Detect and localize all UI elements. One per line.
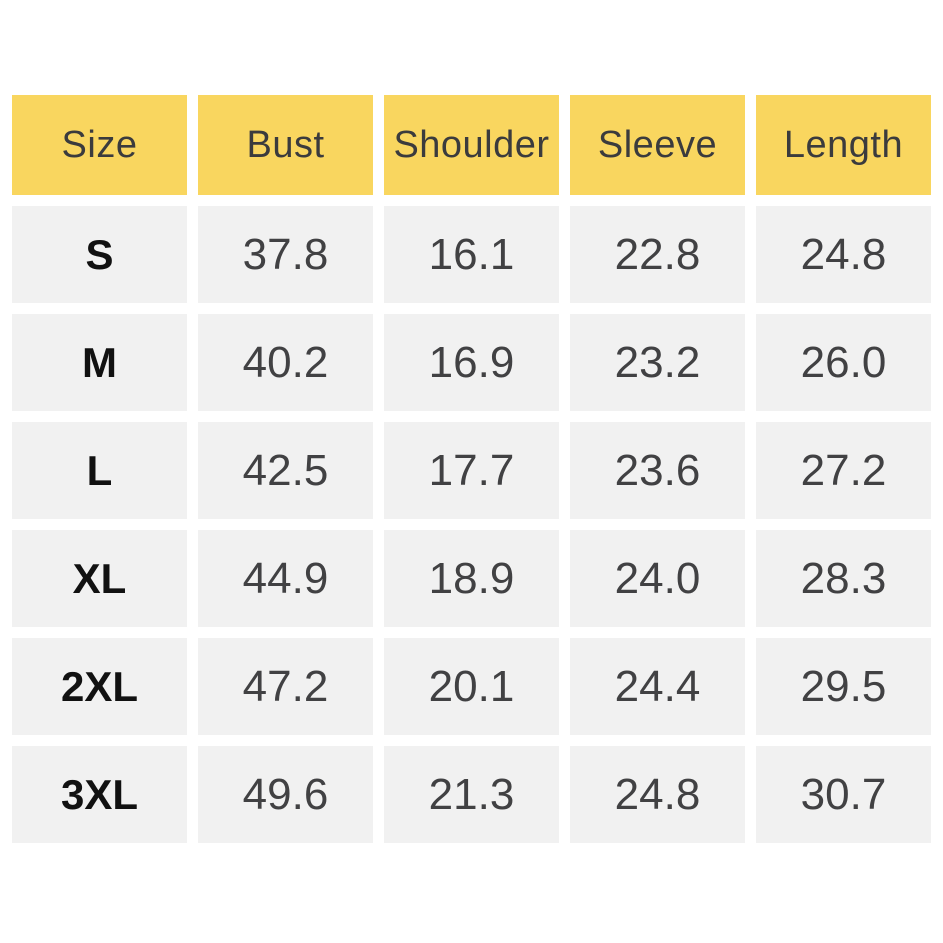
measurement-cell-length: 28.3 xyxy=(756,530,931,627)
table-row: 2XL 47.2 20.1 24.4 29.5 xyxy=(12,638,931,735)
measurement-cell-bust: 42.5 xyxy=(198,422,373,519)
measurement-cell-length: 29.5 xyxy=(756,638,931,735)
size-cell: 3XL xyxy=(12,746,187,843)
measurement-cell-bust: 49.6 xyxy=(198,746,373,843)
measurement-cell-bust: 47.2 xyxy=(198,638,373,735)
size-chart-table: Size Bust Shoulder Sleeve Length S 37.8 … xyxy=(1,84,942,854)
measurement-cell-shoulder: 16.9 xyxy=(384,314,559,411)
measurement-cell-length: 26.0 xyxy=(756,314,931,411)
measurement-cell-sleeve: 22.8 xyxy=(570,206,745,303)
measurement-cell-length: 24.8 xyxy=(756,206,931,303)
size-cell: S xyxy=(12,206,187,303)
measurement-cell-shoulder: 17.7 xyxy=(384,422,559,519)
size-chart-header: Size Bust Shoulder Sleeve Length xyxy=(12,95,931,195)
size-chart-container: Size Bust Shoulder Sleeve Length S 37.8 … xyxy=(1,84,942,854)
measurement-cell-shoulder: 18.9 xyxy=(384,530,559,627)
header-cell-length: Length xyxy=(756,95,931,195)
measurement-cell-sleeve: 23.6 xyxy=(570,422,745,519)
size-cell: XL xyxy=(12,530,187,627)
table-row: 3XL 49.6 21.3 24.8 30.7 xyxy=(12,746,931,843)
measurement-cell-bust: 44.9 xyxy=(198,530,373,627)
measurement-cell-sleeve: 24.4 xyxy=(570,638,745,735)
table-row: M 40.2 16.9 23.2 26.0 xyxy=(12,314,931,411)
size-cell: M xyxy=(12,314,187,411)
header-cell-shoulder: Shoulder xyxy=(384,95,559,195)
table-row: S 37.8 16.1 22.8 24.8 xyxy=(12,206,931,303)
table-row: XL 44.9 18.9 24.0 28.3 xyxy=(12,530,931,627)
measurement-cell-shoulder: 21.3 xyxy=(384,746,559,843)
measurement-cell-sleeve: 24.0 xyxy=(570,530,745,627)
table-row: L 42.5 17.7 23.6 27.2 xyxy=(12,422,931,519)
measurement-cell-shoulder: 20.1 xyxy=(384,638,559,735)
measurement-cell-length: 30.7 xyxy=(756,746,931,843)
measurement-cell-sleeve: 23.2 xyxy=(570,314,745,411)
header-row: Size Bust Shoulder Sleeve Length xyxy=(12,95,931,195)
size-cell: L xyxy=(12,422,187,519)
measurement-cell-length: 27.2 xyxy=(756,422,931,519)
header-cell-size: Size xyxy=(12,95,187,195)
size-chart-body: S 37.8 16.1 22.8 24.8 M 40.2 16.9 23.2 2… xyxy=(12,206,931,843)
measurement-cell-bust: 40.2 xyxy=(198,314,373,411)
header-cell-bust: Bust xyxy=(198,95,373,195)
measurement-cell-bust: 37.8 xyxy=(198,206,373,303)
size-cell: 2XL xyxy=(12,638,187,735)
measurement-cell-sleeve: 24.8 xyxy=(570,746,745,843)
header-cell-sleeve: Sleeve xyxy=(570,95,745,195)
measurement-cell-shoulder: 16.1 xyxy=(384,206,559,303)
